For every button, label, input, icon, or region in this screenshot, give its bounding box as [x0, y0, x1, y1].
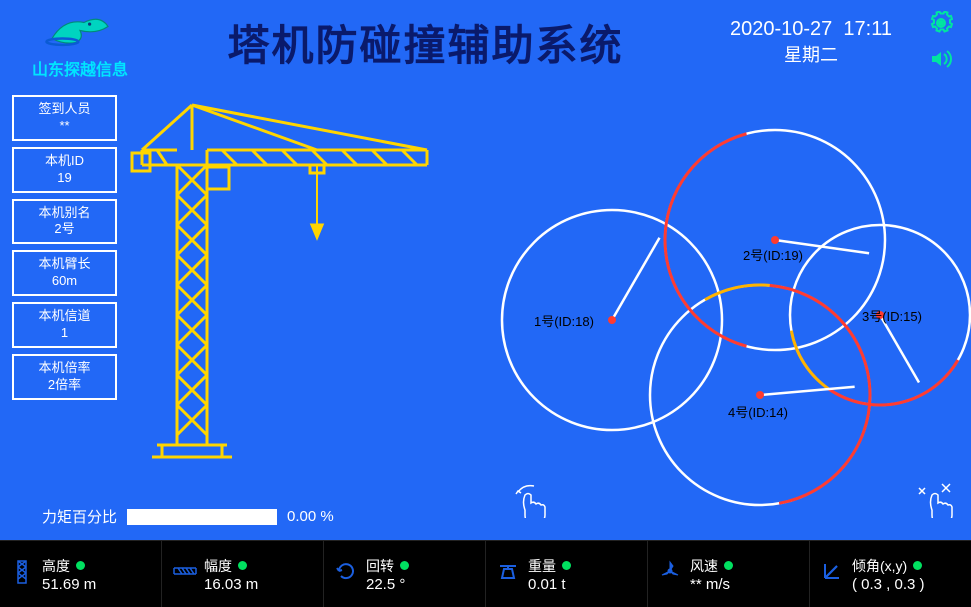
- status-angle: 倾角(x,y) ( 0.3 , 0.3 ): [810, 541, 971, 607]
- radar-diagram[interactable]: 1号(ID:18) 2号(ID:19) 3号(ID:15) 4号(ID:14): [485, 85, 971, 540]
- crane-label: 4号(ID:14): [728, 405, 788, 420]
- crane-diagram: [117, 95, 477, 501]
- status-value: 16.03 m: [204, 576, 313, 593]
- sound-icon[interactable]: [929, 49, 953, 75]
- collision-arc: [828, 360, 958, 405]
- gesture-pinch-icon: [914, 480, 956, 525]
- info-box-2[interactable]: 本机别名2号: [12, 199, 117, 245]
- crane-label: 1号(ID:18): [534, 314, 594, 329]
- status-rotate: 回转 22.5 °: [324, 541, 486, 607]
- info-box-4[interactable]: 本机信道1: [12, 302, 117, 348]
- info-label: 本机臂长: [16, 256, 113, 273]
- info-box-3[interactable]: 本机臂长60m: [12, 250, 117, 296]
- logo-area: 山东探越信息: [10, 6, 150, 80]
- gesture-rotate-icon: [510, 480, 550, 525]
- moment-bar: 力矩百分比 0.00 %: [12, 501, 477, 535]
- header: 山东探越信息 塔机防碰撞辅助系统 2020-10-27 17:11 星期二: [0, 0, 971, 85]
- info-value: 19: [16, 170, 113, 187]
- datetime: 2020-10-27 17:11 星期二: [701, 18, 921, 67]
- status-dot: [724, 561, 733, 570]
- collision-arc: [665, 134, 747, 347]
- status-value: 51.69 m: [42, 576, 151, 593]
- status-width: 幅度 16.03 m: [162, 541, 324, 607]
- crane-center: [756, 391, 764, 399]
- collision-arc: [705, 285, 770, 300]
- crane-label: 3号(ID:15): [862, 309, 922, 324]
- radar-panel[interactable]: 1号(ID:18) 2号(ID:19) 3号(ID:15) 4号(ID:14): [485, 85, 971, 540]
- info-boxes: 签到人员**本机ID19本机别名2号本机臂长60m本机信道1本机倍率2倍率: [12, 95, 117, 501]
- crane-arm: [880, 315, 919, 383]
- status-label: 高度: [42, 556, 70, 576]
- moment-label: 力矩百分比: [42, 506, 117, 527]
- status-value: 22.5 °: [366, 576, 475, 593]
- page-title: 塔机防碰撞辅助系统: [150, 12, 701, 73]
- weight-icon: [496, 561, 520, 587]
- status-dot: [238, 561, 247, 570]
- collision-arc: [779, 395, 870, 503]
- status-wind: 风速 ** m/s: [648, 541, 810, 607]
- status-value: 0.01 t: [528, 576, 637, 593]
- crane-center: [608, 316, 616, 324]
- status-dot: [562, 561, 571, 570]
- left-panel: 签到人员**本机ID19本机别名2号本机臂长60m本机信道1本机倍率2倍率: [0, 85, 485, 540]
- info-label: 本机倍率: [16, 360, 113, 377]
- info-value: 60m: [16, 273, 113, 290]
- info-label: 本机别名: [16, 205, 113, 222]
- info-value: 1: [16, 325, 113, 342]
- crane-arm: [612, 238, 660, 320]
- info-value: **: [16, 118, 113, 135]
- crane-center: [771, 236, 779, 244]
- weekday-text: 星期二: [701, 41, 921, 67]
- status-crane: 高度 51.69 m: [0, 541, 162, 607]
- status-weight: 重量 0.01 t: [486, 541, 648, 607]
- status-label: 倾角(x,y): [852, 556, 907, 576]
- status-dot: [913, 561, 922, 570]
- info-value: 2号: [16, 221, 113, 238]
- settings-icon[interactable]: [929, 11, 953, 41]
- status-value: ** m/s: [690, 576, 799, 593]
- info-box-5[interactable]: 本机倍率2倍率: [12, 354, 117, 400]
- info-label: 签到人员: [16, 101, 113, 118]
- main-area: 签到人员**本机ID19本机别名2号本机臂长60m本机信道1本机倍率2倍率: [0, 85, 971, 540]
- moment-value: 0.00 %: [287, 508, 334, 525]
- info-value: 2倍率: [16, 377, 113, 394]
- logo-icon: [40, 6, 120, 51]
- crane-label: 2号(ID:19): [743, 248, 803, 263]
- info-box-1[interactable]: 本机ID19: [12, 147, 117, 193]
- info-box-0[interactable]: 签到人员**: [12, 95, 117, 141]
- time-text: 17:11: [843, 18, 892, 40]
- rotate-icon: [334, 560, 358, 588]
- crane-icon: [10, 557, 34, 591]
- wind-icon: [658, 560, 682, 588]
- info-label: 本机ID: [16, 153, 113, 170]
- company-name: 山东探越信息: [10, 56, 150, 80]
- status-bar: 高度 51.69 m 幅度 16.03 m 回转 22.5 ° 重量 0.01 …: [0, 540, 971, 607]
- angle-icon: [820, 560, 844, 588]
- crane-arm: [760, 387, 855, 395]
- width-icon: [172, 562, 196, 586]
- status-value: ( 0.3 , 0.3 ): [852, 576, 961, 593]
- status-label: 回转: [366, 556, 394, 576]
- date-text: 2020-10-27: [730, 18, 832, 40]
- status-dot: [400, 561, 409, 570]
- status-label: 重量: [528, 556, 556, 576]
- status-label: 风速: [690, 556, 718, 576]
- info-label: 本机信道: [16, 308, 113, 325]
- moment-progress: [127, 509, 277, 525]
- status-label: 幅度: [204, 556, 232, 576]
- status-dot: [76, 561, 85, 570]
